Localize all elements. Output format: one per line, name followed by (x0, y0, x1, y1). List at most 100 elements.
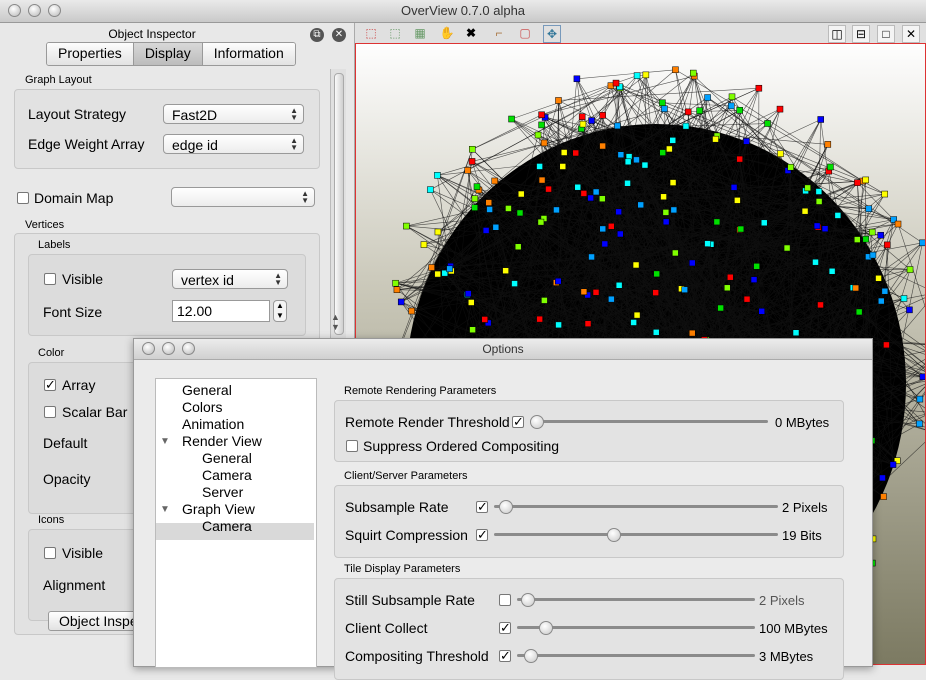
tile-display-title: Tile Display Parameters (344, 563, 460, 575)
tree-item-render-server[interactable]: Server (202, 484, 243, 501)
client-server-title: Client/Server Parameters (344, 470, 468, 482)
select-arrows-icon: ▲▼ (274, 272, 282, 286)
scalar-bar-checkbox[interactable] (44, 406, 56, 418)
tree-item-graph-camera[interactable]: Camera (202, 518, 252, 535)
close-panel-icon[interactable]: ✕ (332, 28, 346, 42)
tree-item-animation[interactable]: Animation (182, 416, 244, 433)
subsample-rate-checkbox[interactable]: ✓ (476, 501, 488, 513)
options-dialog: Options General Colors Animation ▼ Rende… (133, 338, 873, 667)
squirt-compression-value: 19 Bits (782, 528, 822, 543)
scroll-arrows-icon[interactable]: ▲▼ (331, 312, 340, 332)
still-subsample-label: Still Subsample Rate (345, 592, 475, 608)
split-horizontal-icon[interactable]: ◫ (828, 25, 846, 43)
zoom-box-icon[interactable]: ▢ (517, 25, 533, 41)
rotate-icon[interactable]: ⌐ (491, 25, 507, 41)
subsample-rate-slider[interactable] (494, 499, 778, 515)
tree-item-render-camera[interactable]: Camera (202, 467, 252, 484)
maximize-view-icon[interactable]: □ (877, 25, 895, 43)
tab-information[interactable]: Information (203, 43, 295, 65)
tree-item-graph-view[interactable]: Graph View (182, 501, 255, 518)
squirt-compression-slider[interactable] (494, 527, 778, 543)
graph-layout-label: Graph Layout (25, 74, 92, 86)
suppress-compositing-checkbox[interactable] (346, 440, 358, 452)
domain-map-select[interactable]: ▲▼ (171, 187, 315, 207)
compositing-threshold-label: Compositing Threshold (345, 648, 489, 664)
labels-group-label: Labels (38, 239, 70, 251)
tree-item-colors[interactable]: Colors (182, 399, 222, 416)
remote-rendering-title: Remote Rendering Parameters (344, 385, 496, 397)
icons-group-label: Icons (38, 514, 64, 526)
domain-map-checkbox[interactable] (17, 192, 29, 204)
undock-icon[interactable]: ⧉ (310, 28, 324, 42)
select-arrows-icon: ▲▼ (301, 190, 309, 204)
font-size-label: Font Size (43, 304, 102, 320)
client-server-group (334, 485, 844, 558)
client-collect-slider[interactable] (517, 620, 755, 636)
client-collect-checkbox[interactable]: ✓ (499, 622, 511, 634)
expand-arrow-icon[interactable]: ▼ (160, 501, 170, 518)
font-size-input[interactable]: 12.00 (172, 300, 270, 322)
slider-knob[interactable] (521, 593, 535, 607)
tab-properties[interactable]: Properties (47, 43, 134, 65)
layout-strategy-label: Layout Strategy (28, 106, 126, 122)
subsample-rate-label: Subsample Rate (345, 499, 449, 515)
remote-threshold-checkbox[interactable]: ✓ (512, 416, 524, 428)
font-size-stepper[interactable]: ▲▼ (273, 300, 287, 322)
view-toolbar: ⬚ ⬚ ▦ ✋ ✖ ⌐ ▢ ✥ ◫ ⊟ □ ✕ (355, 23, 926, 43)
icons-visible-checkbox[interactable] (44, 547, 56, 559)
slider-knob[interactable] (530, 415, 544, 429)
expand-arrow-icon[interactable]: ▼ (160, 433, 170, 450)
squirt-compression-checkbox[interactable]: ✓ (476, 529, 488, 541)
close-view-icon[interactable]: ✕ (902, 25, 920, 43)
domain-map-label: Domain Map (34, 190, 113, 206)
layout-icon[interactable]: ▦ (412, 25, 428, 41)
scrollbar-thumb[interactable] (334, 73, 344, 335)
tree-item-render-view[interactable]: Render View (182, 433, 262, 450)
color-array-checkbox[interactable]: ✓ (44, 379, 56, 391)
options-title: Options (134, 342, 872, 356)
default-color-label: Default (43, 435, 87, 451)
edge-weight-select[interactable]: edge id ▲▼ (163, 134, 304, 154)
remote-threshold-label: Remote Render Threshold (345, 414, 510, 430)
reset-camera-icon[interactable]: ✥ (543, 25, 561, 43)
inspector-title: Object Inspector (0, 27, 304, 41)
hand-icon[interactable]: ✋ (439, 25, 455, 41)
select-tool-icon[interactable]: ⬚ (363, 25, 379, 41)
layout-strategy-select[interactable]: Fast2D ▲▼ (163, 104, 304, 124)
labels-array-select[interactable]: vertex id ▲▼ (172, 269, 288, 289)
labels-visible-label: Visible (62, 271, 103, 287)
still-subsample-value: 2 Pixels (759, 593, 805, 608)
opacity-label: Opacity (43, 471, 90, 487)
select-points-icon[interactable]: ⬚ (387, 25, 403, 41)
compositing-threshold-slider[interactable] (517, 648, 755, 664)
app-title: OverView 0.7.0 alpha (0, 3, 926, 18)
subsample-rate-value: 2 Pixels (782, 500, 828, 515)
app-titlebar: OverView 0.7.0 alpha (0, 0, 926, 23)
compositing-threshold-checkbox[interactable]: ✓ (499, 650, 511, 662)
slider-knob[interactable] (524, 649, 538, 663)
slider-knob[interactable] (607, 528, 621, 542)
alignment-label: Alignment (43, 577, 105, 593)
labels-visible-checkbox[interactable] (44, 273, 56, 285)
color-group-label: Color (38, 347, 64, 359)
options-tree: General Colors Animation ▼ Render View G… (155, 378, 317, 668)
edge-weight-label: Edge Weight Array (28, 136, 144, 152)
tree-item-general[interactable]: General (182, 382, 232, 399)
tree-item-render-general[interactable]: General (202, 450, 252, 467)
remote-threshold-slider[interactable] (530, 414, 768, 430)
select-arrows-icon: ▲▼ (290, 137, 298, 151)
scalar-bar-label: Scalar Bar (62, 404, 127, 420)
slider-knob[interactable] (499, 500, 513, 514)
labels-group (28, 254, 306, 336)
cross-tool-icon[interactable]: ✖ (463, 25, 479, 41)
tab-display[interactable]: Display (134, 43, 203, 65)
still-subsample-checkbox[interactable] (499, 594, 511, 606)
icons-visible-label: Visible (62, 545, 103, 561)
slider-knob[interactable] (539, 621, 553, 635)
split-vertical-icon[interactable]: ⊟ (852, 25, 870, 43)
squirt-compression-label: Squirt Compression (345, 527, 468, 543)
client-collect-value: 100 MBytes (759, 621, 828, 636)
still-subsample-slider[interactable] (517, 592, 755, 608)
graph-layout-group (14, 89, 320, 169)
compositing-threshold-value: 3 MBytes (759, 649, 813, 664)
